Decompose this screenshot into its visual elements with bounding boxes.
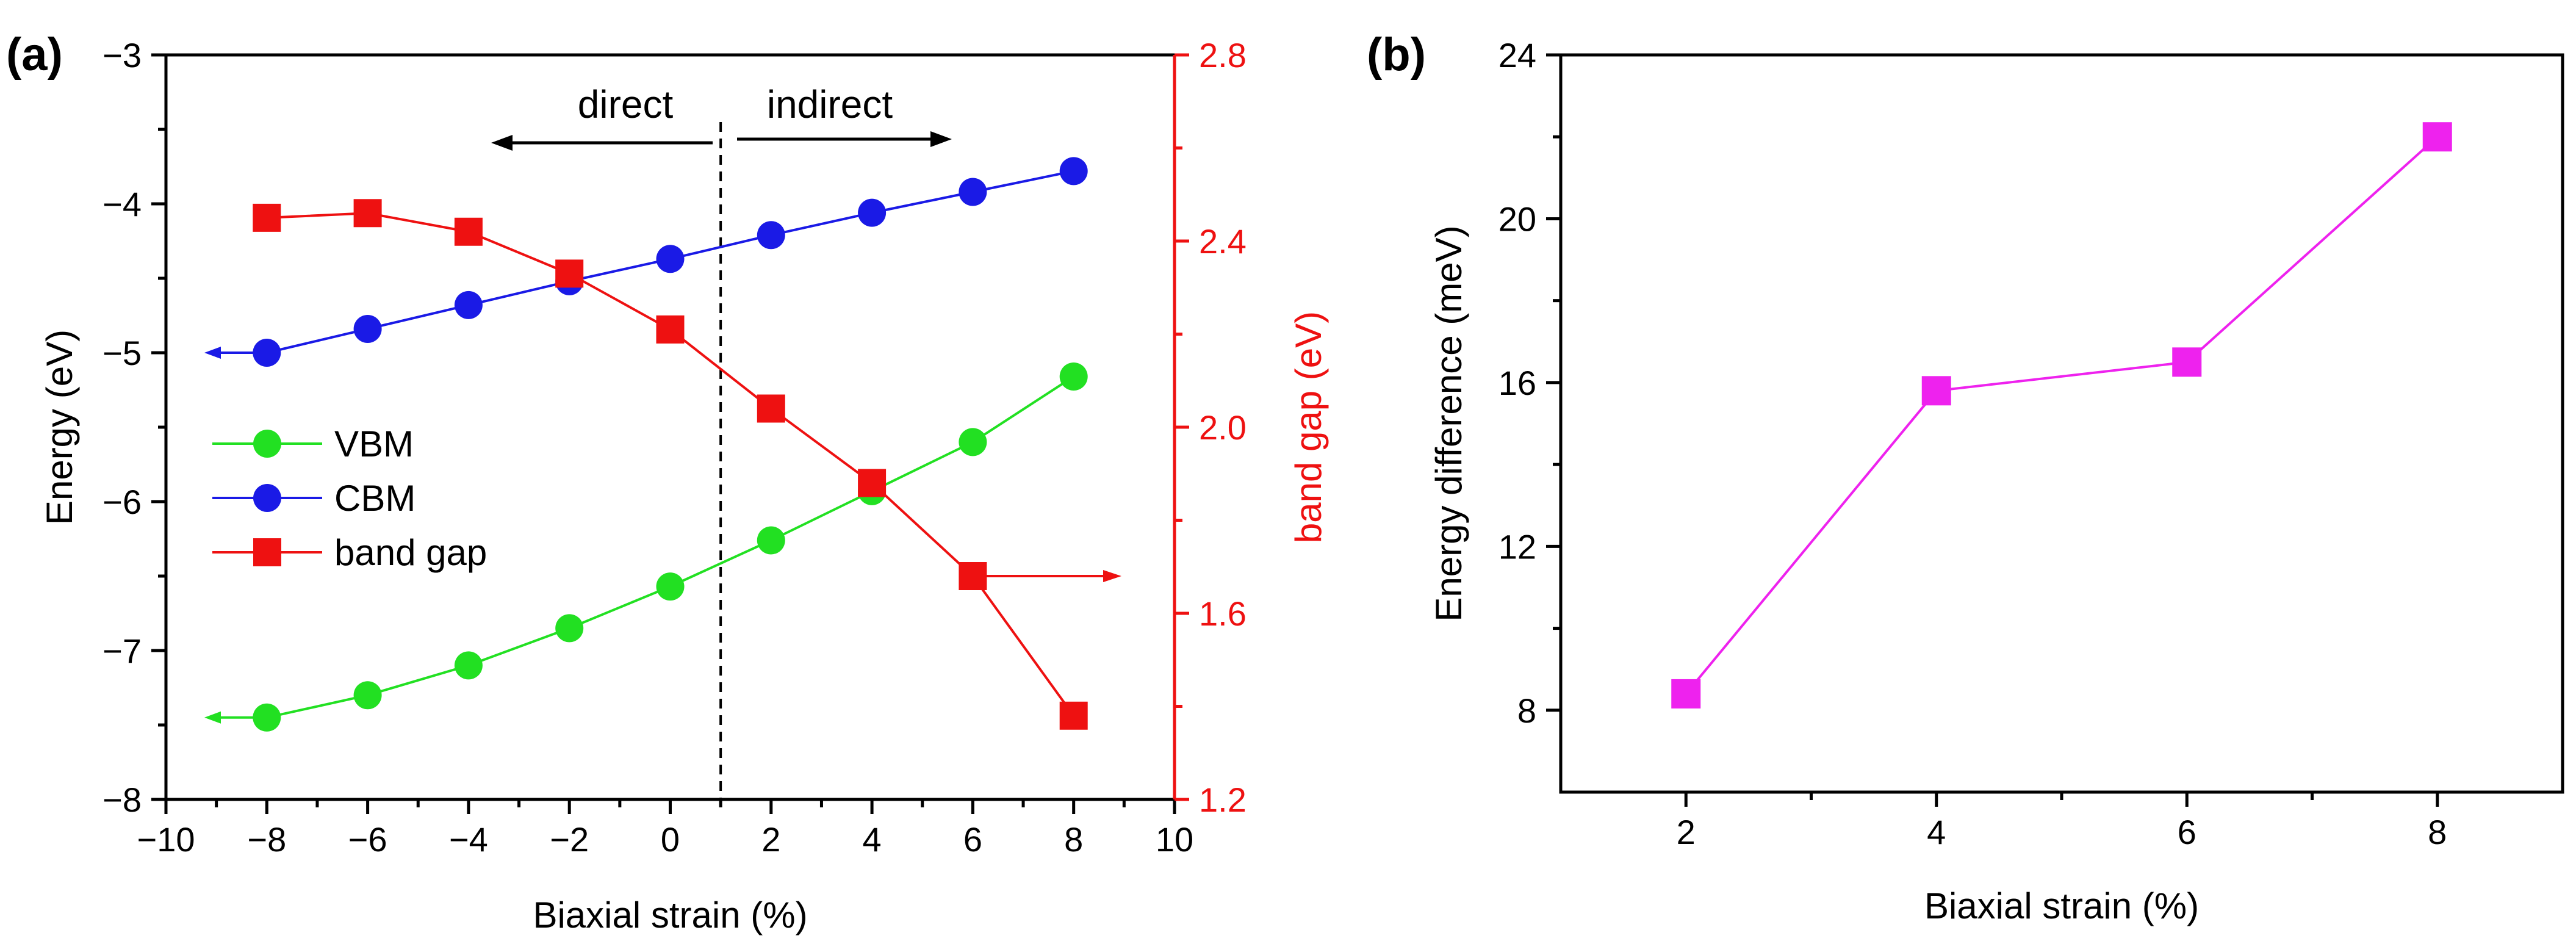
- data-point-band-gap: [353, 199, 382, 228]
- y-tick-label: −7: [103, 632, 142, 670]
- series-line-energy-difference: [1685, 135, 2439, 695]
- data-point-band-gap: [757, 394, 785, 423]
- x-tick-label: −2: [550, 820, 589, 859]
- legend-marker: [253, 538, 281, 566]
- x-tick-label: 2: [1677, 813, 1696, 851]
- plot-frame: [1559, 53, 2564, 794]
- indirect-arrowhead: [930, 131, 952, 147]
- legend-label: CBM: [334, 478, 416, 519]
- x-tick-label: 2: [761, 820, 780, 859]
- y-tick-label: −3: [103, 36, 142, 74]
- data-point-band-gap: [253, 203, 281, 232]
- x-tick-label: 8: [1064, 820, 1083, 859]
- y-axis-title: Energy difference (meV): [1428, 225, 1469, 621]
- data-point-cbm: [656, 245, 685, 273]
- x-tick-label: 10: [1156, 820, 1193, 859]
- data-point-vbm: [959, 428, 987, 456]
- data-point-band-gap: [656, 315, 685, 344]
- y-tick-label: −6: [103, 483, 142, 521]
- data-point-energy-difference: [2422, 122, 2452, 152]
- data-point-vbm: [656, 572, 685, 601]
- x-tick-label: 6: [963, 820, 982, 859]
- data-point-cbm: [253, 339, 281, 367]
- y-tick-label: 8: [1517, 691, 1536, 730]
- y-tick-label: 20: [1498, 200, 1536, 238]
- data-point-band-gap: [1059, 701, 1088, 730]
- vbm-axis-pointer-head: [204, 711, 221, 724]
- x-tick-label: −4: [449, 820, 488, 859]
- data-point-cbm: [757, 221, 785, 250]
- x-axis-title: Biaxial strain (%): [1924, 885, 2199, 926]
- y-tick-label: 24: [1498, 36, 1536, 74]
- x-axis-title: Biaxial strain (%): [533, 895, 807, 936]
- y-tick-label: −5: [103, 334, 142, 372]
- data-point-energy-difference: [1671, 679, 1701, 709]
- y2-tick-label: 1.2: [1199, 781, 1247, 819]
- legend-marker: [253, 484, 281, 512]
- x-tick-label: −8: [247, 820, 286, 859]
- data-point-vbm: [1059, 362, 1088, 391]
- y-tick-label: −8: [103, 781, 142, 819]
- series-line-band-gap: [267, 212, 1075, 716]
- panel-a: −10 −8 −6 −4 −2 0 2 4 6 8 10−8−7−6−5−4−31.21.62.02…: [6, 29, 1329, 936]
- x-tick-label: 8: [2428, 813, 2447, 851]
- y-tick-label: 12: [1498, 527, 1536, 566]
- data-point-band-gap: [555, 259, 584, 288]
- y2-tick-label: 2.8: [1199, 36, 1247, 74]
- data-point-vbm: [454, 651, 483, 680]
- data-point-vbm: [757, 526, 785, 555]
- bandgap-axis-pointer-head: [1103, 570, 1121, 582]
- data-point-energy-difference: [2172, 347, 2202, 377]
- x-tick-label: −6: [348, 820, 387, 859]
- cbm-axis-pointer-head: [204, 347, 221, 359]
- panel-label: (b): [1367, 29, 1426, 81]
- x-tick-label: −10: [137, 820, 195, 859]
- data-point-cbm: [353, 314, 382, 343]
- x-tick-label: 4: [863, 820, 882, 859]
- x-tick-label: 6: [2178, 813, 2196, 851]
- data-point-energy-difference: [1921, 376, 1951, 406]
- data-point-vbm: [353, 681, 382, 710]
- y-tick-label: −4: [103, 185, 142, 223]
- y-tick-label: 16: [1498, 364, 1536, 402]
- x-tick-label: 0: [661, 820, 680, 859]
- data-point-cbm: [959, 178, 987, 206]
- y2-tick-label: 1.6: [1199, 594, 1247, 633]
- data-point-vbm: [253, 703, 281, 732]
- data-point-band-gap: [454, 217, 483, 246]
- data-point-band-gap: [959, 562, 987, 590]
- x-tick-label: 4: [1927, 813, 1946, 851]
- y-axis-title: Energy (eV): [39, 330, 80, 525]
- y2-axis-title: band gap (eV): [1288, 311, 1329, 543]
- direct-label: direct: [578, 82, 674, 126]
- legend-label: VBM: [334, 424, 414, 464]
- direct-arrowhead: [491, 135, 513, 151]
- indirect-label: indirect: [767, 82, 893, 126]
- data-point-cbm: [454, 290, 483, 319]
- data-point-vbm: [555, 614, 584, 643]
- data-point-band-gap: [858, 469, 887, 497]
- panel-label: (a): [6, 29, 63, 81]
- legend-marker: [253, 430, 281, 458]
- data-point-cbm: [1059, 157, 1088, 186]
- y2-tick-label: 2.4: [1199, 222, 1247, 261]
- data-point-cbm: [858, 198, 887, 227]
- y2-tick-label: 2.0: [1199, 408, 1247, 447]
- legend-label: band gap: [334, 532, 487, 573]
